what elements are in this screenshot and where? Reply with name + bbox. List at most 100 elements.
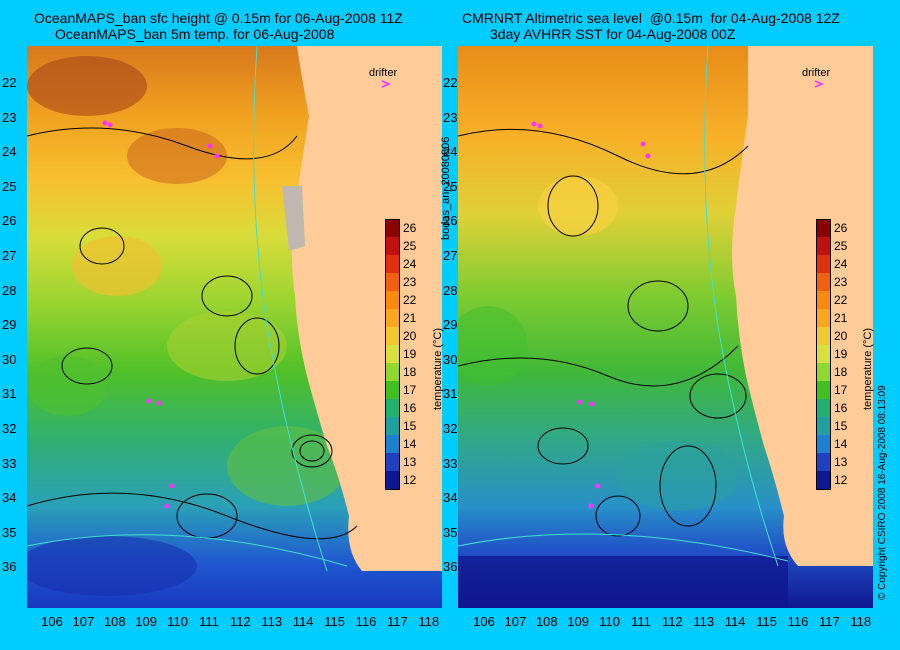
lon-label: 111 [631,614,651,629]
colorbar-swatch [816,453,830,471]
colorbar-tick-label: 24 [834,257,848,271]
lon-label: 118 [850,614,872,629]
lon-label: 106 [473,614,495,629]
lat-label: 25 [443,178,458,194]
lat-label: 23 [2,109,17,125]
lat-label: 23 [443,109,458,125]
colorbar-swatch [385,237,399,255]
colorbar-tick-label: 23 [403,275,417,289]
right-colorbar: 26 25 24 23 22 21 20 19 18 17 16 15 14 13 12 [816,219,848,490]
lon-label: 113 [693,614,715,629]
colorbar-tick-label: 12 [834,473,848,487]
lon-label: 117 [819,614,840,629]
colorbar-tick-label: 15 [403,419,417,433]
left-colorbar: 26 25 24 23 22 21 20 19 18 17 16 15 14 13 12 [385,219,417,490]
lon-label: 106 [41,614,63,629]
lat-label: 29 [443,317,458,333]
lat-label: 36 [443,559,458,575]
left-title-line2: OceanMAPS_ban 5m temp. for 06-Aug-2008 [55,26,335,42]
colorbar-tick-label: 14 [834,437,848,451]
colorbar-tick-label: 16 [834,401,848,415]
colorbar-swatch [816,273,830,291]
colorbar-swatch [385,345,399,363]
lat-label: 32 [2,421,17,436]
lat-label: 24 [443,144,458,160]
colorbar-swatch [385,219,399,237]
colorbar-swatch [385,291,399,309]
lat-label: 28 [443,282,458,298]
lon-label: 116 [355,614,377,629]
lon-label: 108 [535,614,558,629]
lat-label: 29 [2,317,17,333]
colorbar-tick-label: 17 [834,383,848,397]
lat-label: 28 [2,282,17,298]
colorbar-swatch [385,363,399,381]
lon-label: 118 [418,614,440,629]
colorbar-swatch [816,327,830,345]
colorbar-tick-label: 12 [403,473,417,487]
colorbar-tick-label: 16 [403,401,417,415]
colorbar-swatch [816,291,830,309]
colorbar-frame [385,219,400,490]
colorbar-swatch [385,381,399,399]
lon-label: 114 [724,614,746,629]
colorbar-tick-label: 17 [403,383,417,397]
colorbar-tick-label: 14 [403,437,417,451]
colorbar-tick-label: 25 [834,239,848,253]
colorbar-swatch [816,219,830,237]
colorbar-swatch [816,363,830,381]
colorbar-swatch [816,399,830,417]
colorbar-tick-label: 20 [403,329,417,343]
colorbar-swatch [385,255,399,273]
lon-label: 110 [599,614,620,629]
lon-label: 111 [199,614,219,629]
lat-label: 30 [443,351,458,367]
colorbar-swatch [816,435,830,453]
lat-label: 35 [443,524,458,540]
lon-label: 113 [261,614,283,629]
lat-label: 32 [443,421,458,436]
colorbar-swatch [385,327,399,345]
lat-label: 22 [2,75,17,90]
lon-label: 108 [103,614,126,629]
colorbar-tick-label: 26 [403,221,417,235]
colorbar-tick-label: 20 [834,329,848,343]
colorbar-swatch [816,381,830,399]
colorbar-swatch [816,255,830,273]
colorbar-swatch [816,471,830,489]
colorbar-tick-label: 25 [403,239,417,253]
colorbar-tick-label: 24 [403,257,417,271]
right-colorbar-label: temperature (°C) [862,327,874,410]
colorbar-tick-label: 18 [834,365,848,379]
left-map: drifter [27,46,442,608]
lat-label: 31 [443,386,458,402]
colorbar-tick-label: 13 [834,455,848,469]
colorbar-tick-label: 19 [834,347,848,361]
colorbar-tick-label: 19 [403,347,417,361]
lon-label: 115 [756,614,777,629]
colorbar-tick-label: 15 [834,419,848,433]
lat-label: 25 [2,178,17,194]
colorbar-swatch [385,273,399,291]
lon-label: 110 [167,614,188,629]
lat-label: 34 [2,490,17,506]
lat-label: 35 [2,524,17,540]
lat-label: 27 [443,248,458,263]
right-legend-label: drifter [802,67,830,79]
lon-label: 112 [662,614,683,629]
lon-label: 114 [292,614,314,629]
colorbar-tick-label: 22 [834,293,848,307]
lon-label: 107 [504,614,527,629]
right-title-line1: CMRNRT Altimetric sea level @0.15m for 0… [462,10,840,26]
colorbar-tick-label: 21 [403,311,417,325]
colorbar-tick-label: 21 [834,311,848,325]
colorbar-swatch [385,471,399,489]
right-map: drifter [458,46,873,608]
lon-label: 117 [387,614,408,629]
left-title-line1: OceanMAPS_ban sfc height @ 0.15m for 06-… [34,10,403,26]
lat-label: 31 [2,386,17,402]
lat-label: 36 [2,559,17,575]
colorbar-tick-label: 13 [403,455,417,469]
lat-label: 34 [443,490,458,506]
lon-label: 116 [787,614,809,629]
